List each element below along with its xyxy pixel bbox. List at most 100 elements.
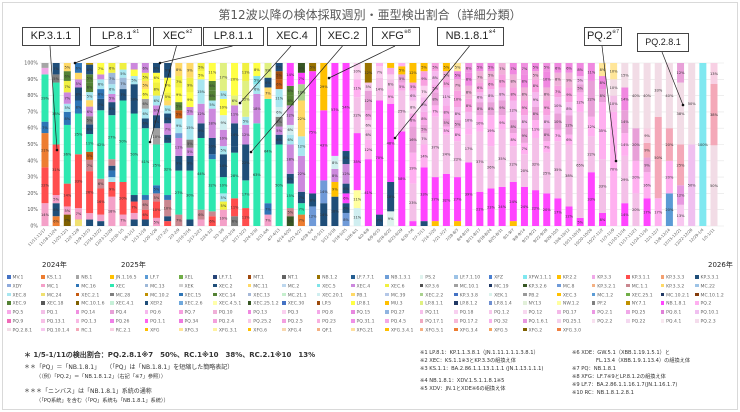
bar-value-label: 16% xyxy=(643,184,652,188)
callout-xec-2: XEC.2 xyxy=(320,27,367,46)
callout-xec-4: XEC.4 xyxy=(267,27,317,46)
bar-segment-pq-1 xyxy=(364,129,372,140)
bar-segment-pq-6 xyxy=(420,97,428,112)
legend-swatch xyxy=(144,275,149,279)
bar-value-label: 6% xyxy=(154,76,160,80)
callout-arrow xyxy=(328,45,396,79)
bar-segment-pq-1 xyxy=(565,144,573,207)
bar-segment-xec xyxy=(153,144,160,186)
callout-arrow xyxy=(149,45,177,143)
year-label-2024: 2024年 xyxy=(42,261,67,269)
bar-segment-lp-8-1 xyxy=(219,98,227,116)
bar-segment-xec-14 xyxy=(286,95,294,106)
bar-value-label: 70% xyxy=(376,156,385,160)
bar-value-label: 11% xyxy=(208,70,217,74)
legend-item: MC.24 xyxy=(41,292,61,299)
bar-segment-xec-2-1 xyxy=(275,79,283,90)
bar-segment-xec-15 xyxy=(264,203,272,215)
callout-xec: XEC※2 xyxy=(153,27,202,46)
legend-swatch xyxy=(660,319,665,323)
legend-item: PS.2 xyxy=(419,275,436,281)
bar-segment-ps-2 xyxy=(387,211,395,226)
bar-value-label: 15% xyxy=(197,90,206,94)
bar-value-label: 9% xyxy=(644,163,650,167)
legend-swatch xyxy=(213,283,217,288)
bar-segment-xec-4 xyxy=(74,79,82,88)
bar-segment-ks-1-1 xyxy=(52,216,60,226)
legend-item: RC.1 xyxy=(75,327,92,334)
bar-segment-nb-1-8-1 xyxy=(454,177,462,222)
bar-segment-pq-4 xyxy=(476,102,484,116)
legend-item: NT.1 xyxy=(282,275,298,281)
bar-value-label: 12% xyxy=(364,148,373,152)
legend-item: PQ.25 xyxy=(626,310,645,316)
bar-segment-nb-1-8-1 xyxy=(599,212,606,226)
bar-segment-pq-13 xyxy=(587,63,595,81)
legend-label: PQ.34 xyxy=(184,319,199,325)
bar-segment-pq-10 xyxy=(520,87,528,101)
bar-segment-pq-2 xyxy=(599,102,606,160)
legend-swatch xyxy=(419,275,424,279)
bar-value-label: 20% xyxy=(632,208,641,212)
legend-label: PS.2 xyxy=(425,275,436,281)
bar-segment-mc-1-2 xyxy=(665,193,673,226)
legend-item: XEC.2.1 xyxy=(75,292,99,299)
bar-value-label: 26% xyxy=(86,191,95,195)
legend-swatch xyxy=(660,275,665,279)
bar-segment-pq-4 xyxy=(632,128,640,161)
bar-value-label: 5% xyxy=(221,93,227,97)
legend-item: XEK xyxy=(179,283,194,290)
bar-segment-xec-8 xyxy=(253,84,261,94)
legend-item: PQ.10.1.4 xyxy=(41,327,69,334)
bar-segment-xec-20-1 xyxy=(353,208,361,226)
bar-segment-xec-2 xyxy=(130,195,138,202)
legend-label: PQ.4.5 xyxy=(390,319,407,325)
bar-value-label: 22% xyxy=(297,172,306,176)
bar-segment-xec xyxy=(275,144,283,226)
bar-segment-xec-2 xyxy=(231,123,239,147)
callout-note: ※7 xyxy=(612,29,620,35)
bar-segment-pq-7 xyxy=(487,79,495,90)
legend-swatch xyxy=(282,319,286,323)
bar-segment-pq-6 xyxy=(476,92,484,103)
bar-segment-xec-8 xyxy=(242,116,250,125)
legend-swatch xyxy=(385,310,389,314)
bar-value-label: 5% xyxy=(399,85,405,89)
bar-segment-kp-3-1-1 xyxy=(231,198,239,217)
bar-segment-mc-1 xyxy=(153,217,160,226)
bar-segment-xec xyxy=(197,137,205,210)
legend-swatch xyxy=(557,327,561,332)
bar-segment-nb-1-8-1 xyxy=(476,191,484,226)
bar-segment-xfg-3 xyxy=(454,63,462,72)
bar-segment-pq-13 xyxy=(520,74,528,88)
bar-value-label: 5% xyxy=(287,211,293,215)
bar-value-label: 7% xyxy=(131,206,137,210)
bar-segment-xec-4 xyxy=(231,105,239,124)
bar-segment-nb-1-8-1 xyxy=(420,167,428,222)
bar-value-label: 10% xyxy=(219,216,228,220)
bar-value-label: 10% xyxy=(208,145,217,149)
bar-segment-pq-2 xyxy=(376,63,383,67)
legend-label: XFG.5 xyxy=(494,328,508,334)
bar-segment-pq-10-1-4 xyxy=(677,204,685,226)
legend-label: PQ.1.2 xyxy=(494,310,510,316)
legend-swatch xyxy=(557,301,561,305)
bar-value-label: 5% xyxy=(533,65,539,69)
bar-value-label: 36% xyxy=(63,153,72,157)
bar-segment-xec-2 xyxy=(175,155,183,171)
bar-value-label: 64% xyxy=(264,149,273,153)
legend-swatch xyxy=(179,292,183,297)
legend-swatch xyxy=(282,283,286,288)
bar-value-label: 6% xyxy=(343,187,349,191)
bar-segment-xec xyxy=(52,82,60,145)
legend-label: PQ.5 xyxy=(12,310,24,316)
bar-segment-mc-1 xyxy=(108,196,116,226)
bar-segment-xec-6 xyxy=(108,63,116,73)
bar-value-label: 10% xyxy=(219,184,228,188)
legend-label: LF.7.1.10 xyxy=(459,275,481,281)
bar-value-label: 8% xyxy=(432,76,438,80)
bar-segment-pq-4 xyxy=(587,80,595,117)
legend-swatch xyxy=(316,327,321,332)
bar-value-label: 38% xyxy=(52,112,61,116)
bar-value-label: 5% xyxy=(64,65,70,69)
